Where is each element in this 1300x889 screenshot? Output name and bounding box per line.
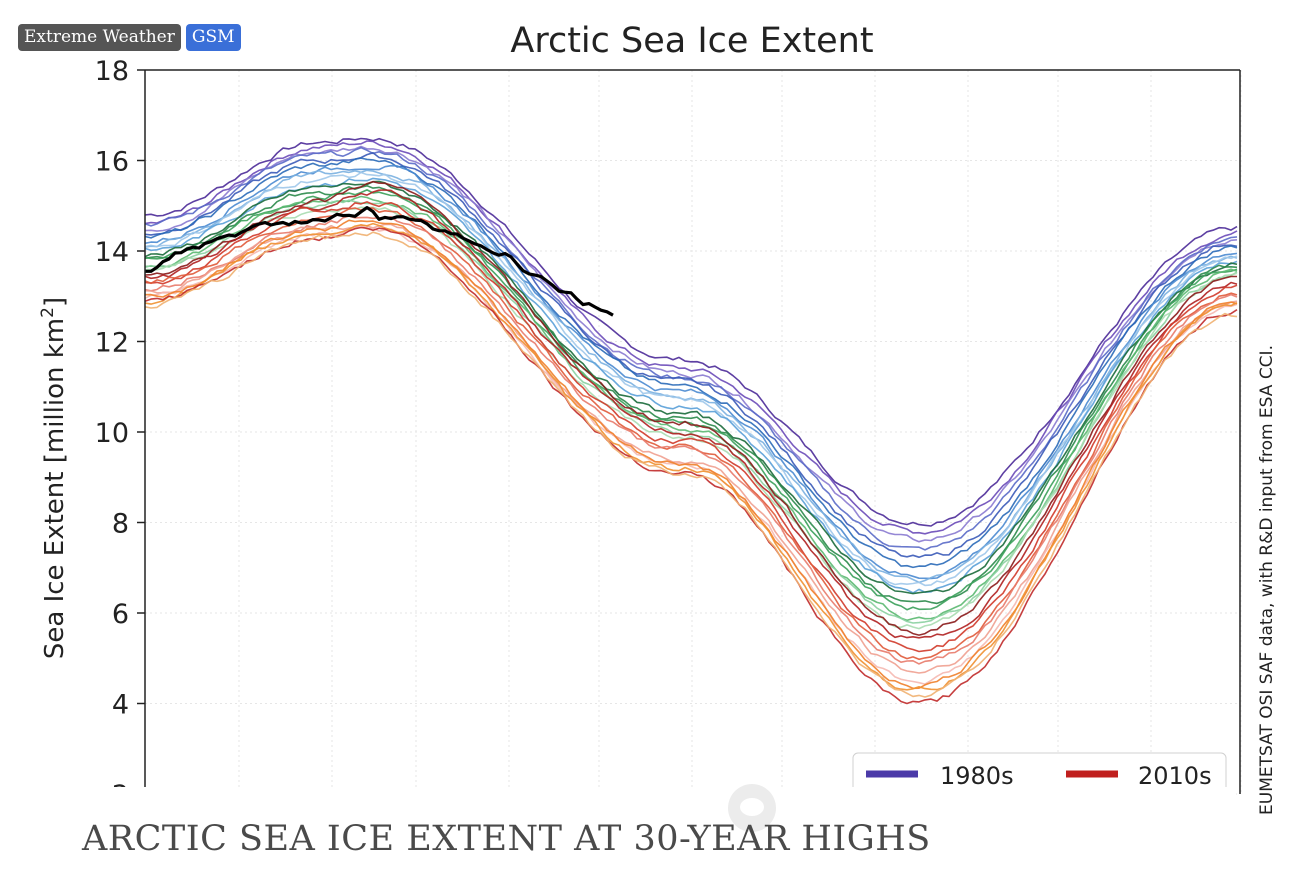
series-line [144,189,1238,639]
y-axis-label: Sea Ice Extent [million km2] [38,297,70,659]
y-tick-label: 12 [95,328,129,359]
series-line [144,164,1238,580]
caption-panel [0,787,1236,889]
series-line-current-year [145,206,614,317]
y-tick-label: 16 [95,147,129,178]
series-line [144,207,1238,661]
series-line [144,201,1238,653]
series-line [144,215,1238,665]
series-line [144,157,1238,569]
series-line [144,224,1238,685]
series-line [144,231,1238,698]
y-tick-label: 4 [112,690,129,721]
legend-label-1980s: 1980s [940,762,1014,790]
series-line [144,145,1238,543]
y-tick-label: 18 [95,56,129,87]
series-line [144,185,1238,605]
y-tick-label: 6 [112,599,129,630]
watermark-logo-icon [728,784,776,832]
series-line [144,223,1238,674]
series-line [144,222,1238,691]
series-lines [144,137,1238,705]
y-tick-label: 14 [95,237,129,268]
series-line [144,189,1238,611]
series-line [144,226,1238,705]
tag-gsm[interactable]: GSM [185,24,241,51]
series-line [144,180,1238,595]
series-line [144,171,1238,587]
chart-title: Arctic Sea Ice Extent [510,21,873,61]
series-line [144,195,1238,622]
legend-label-2010s: 2010s [1138,762,1212,790]
series-line [144,206,1238,630]
y-tick-label: 8 [112,509,129,540]
series-line [144,146,1238,551]
series-line [144,180,1237,636]
axes: 24681012141618 [95,56,1241,811]
series-line [144,152,1238,558]
series-line [144,219,1238,690]
article-headline[interactable]: ARCTIC SEA ICE EXTENT AT 30-YEAR HIGHS [82,819,931,859]
series-line [144,140,1238,535]
tag-extreme-weather[interactable]: Extreme Weather [18,24,181,51]
y-tick-label: 10 [95,418,129,449]
category-badges: Extreme Weather GSM [18,24,241,51]
source-note: EUMETSAT OSI SAF data, with R&D input fr… [1257,345,1277,815]
